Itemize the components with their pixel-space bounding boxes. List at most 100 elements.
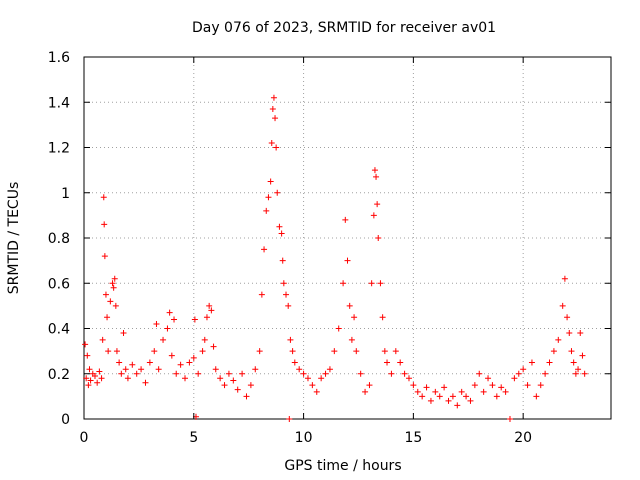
data-point bbox=[199, 348, 206, 355]
data-point bbox=[489, 382, 496, 389]
data-point bbox=[463, 393, 470, 400]
data-point bbox=[362, 388, 369, 395]
x-tick-label: 10 bbox=[295, 430, 313, 446]
data-point bbox=[342, 216, 349, 223]
data-point bbox=[581, 370, 588, 377]
data-point bbox=[471, 382, 478, 389]
data-point bbox=[381, 348, 388, 355]
data-point bbox=[191, 316, 198, 323]
data-point bbox=[291, 359, 298, 366]
y-tick-label: 0.8 bbox=[48, 231, 70, 247]
data-point bbox=[515, 370, 522, 377]
data-point bbox=[502, 388, 509, 395]
data-point bbox=[101, 221, 108, 228]
data-point bbox=[84, 352, 91, 359]
data-point bbox=[272, 115, 279, 122]
data-point bbox=[309, 382, 316, 389]
data-point bbox=[405, 375, 412, 382]
data-point bbox=[201, 336, 208, 343]
data-point bbox=[570, 359, 577, 366]
x-axis-label: GPS time / hours bbox=[284, 458, 401, 474]
data-point bbox=[371, 167, 378, 174]
data-point bbox=[449, 393, 456, 400]
data-point bbox=[432, 388, 439, 395]
data-point bbox=[160, 336, 167, 343]
data-point bbox=[414, 388, 421, 395]
data-point bbox=[279, 257, 286, 264]
data-point bbox=[102, 291, 109, 298]
data-point bbox=[268, 139, 275, 146]
data-point bbox=[212, 366, 219, 373]
data-point bbox=[206, 302, 213, 309]
data-point bbox=[524, 382, 531, 389]
data-point bbox=[263, 207, 270, 214]
data-point bbox=[498, 384, 505, 391]
data-point bbox=[579, 352, 586, 359]
data-point bbox=[110, 284, 117, 291]
data-point bbox=[104, 314, 111, 321]
data-point bbox=[377, 280, 384, 287]
data-point bbox=[166, 309, 173, 316]
data-point bbox=[203, 314, 210, 321]
data-point bbox=[296, 366, 303, 373]
data-point bbox=[94, 379, 101, 386]
y-tick-label: 1.6 bbox=[48, 50, 70, 66]
data-point bbox=[195, 370, 202, 377]
data-point bbox=[155, 366, 162, 373]
y-tick-label: 0 bbox=[61, 412, 70, 428]
data-point bbox=[267, 178, 274, 185]
data-point bbox=[285, 302, 292, 309]
data-point bbox=[419, 393, 426, 400]
data-point bbox=[265, 194, 272, 201]
data-point bbox=[129, 361, 136, 368]
data-point bbox=[112, 302, 119, 309]
chart-title: Day 076 of 2023, SRMTID for receiver av0… bbox=[192, 20, 496, 36]
data-point bbox=[313, 388, 320, 395]
data-point bbox=[151, 348, 158, 355]
data-point bbox=[100, 194, 107, 201]
data-point bbox=[83, 375, 90, 382]
data-point bbox=[480, 388, 487, 395]
data-point bbox=[153, 320, 160, 327]
data-point bbox=[96, 368, 103, 375]
data-point bbox=[370, 212, 377, 219]
data-point bbox=[225, 370, 232, 377]
data-point bbox=[368, 280, 375, 287]
data-point bbox=[379, 314, 386, 321]
data-point bbox=[577, 330, 584, 337]
data-point bbox=[427, 397, 434, 404]
data-point bbox=[173, 370, 180, 377]
x-tick-label: 20 bbox=[514, 430, 532, 446]
data-point bbox=[520, 366, 527, 373]
data-point bbox=[82, 341, 89, 348]
data-point bbox=[575, 366, 582, 373]
data-point bbox=[550, 348, 557, 355]
data-point bbox=[392, 348, 399, 355]
data-point bbox=[99, 336, 106, 343]
y-tick-label: 0.6 bbox=[48, 276, 70, 292]
data-point bbox=[493, 393, 500, 400]
data-point bbox=[357, 370, 364, 377]
data-point bbox=[247, 382, 254, 389]
data-point bbox=[210, 343, 217, 350]
data-point bbox=[274, 189, 281, 196]
data-point bbox=[234, 386, 241, 393]
data-point bbox=[559, 302, 566, 309]
data-point bbox=[506, 416, 513, 422]
data-point bbox=[91, 373, 98, 380]
data-point bbox=[239, 370, 246, 377]
data-point bbox=[566, 330, 573, 337]
y-tick-label: 1 bbox=[61, 186, 70, 202]
data-point bbox=[177, 361, 184, 368]
x-tick-label: 5 bbox=[189, 430, 198, 446]
data-point bbox=[561, 275, 568, 282]
data-point bbox=[568, 348, 575, 355]
gridlines bbox=[84, 57, 611, 419]
data-point bbox=[243, 393, 250, 400]
data-point bbox=[410, 382, 417, 389]
data-point bbox=[331, 348, 338, 355]
data-point bbox=[318, 375, 325, 382]
data-point bbox=[423, 384, 430, 391]
data-point bbox=[133, 370, 140, 377]
data-point bbox=[467, 397, 474, 404]
